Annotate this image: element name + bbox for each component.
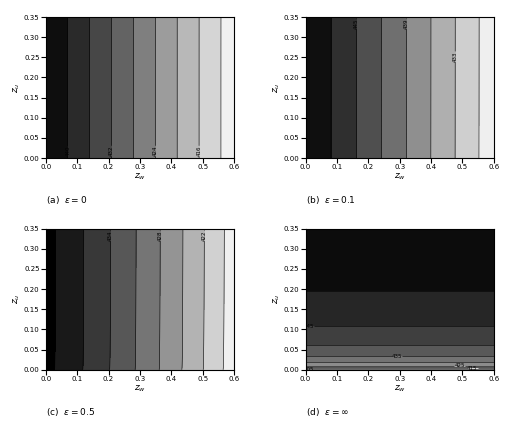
- Text: 445: 445: [354, 18, 359, 29]
- Text: 425: 425: [455, 363, 465, 368]
- Y-axis label: $z_u$: $z_u$: [12, 82, 22, 93]
- Y-axis label: $z_u$: $z_u$: [272, 294, 282, 304]
- Text: 440: 440: [53, 230, 58, 241]
- Text: (c)  $\epsilon = 0.5$: (c) $\epsilon = 0.5$: [46, 406, 95, 418]
- Text: 415: 415: [467, 366, 477, 371]
- X-axis label: $z_w$: $z_w$: [393, 383, 406, 394]
- Text: 439: 439: [404, 18, 409, 29]
- Text: (a)  $\epsilon = 0$: (a) $\epsilon = 0$: [46, 194, 87, 206]
- Text: (b)  $\epsilon = 0.1$: (b) $\epsilon = 0.1$: [305, 194, 355, 206]
- Text: 434: 434: [108, 230, 113, 241]
- Y-axis label: $z_u$: $z_u$: [272, 82, 282, 93]
- Text: 405: 405: [303, 367, 314, 372]
- Text: 432: 432: [109, 146, 114, 156]
- X-axis label: $z_w$: $z_w$: [134, 383, 146, 394]
- Text: 422: 422: [202, 230, 207, 241]
- Text: 433: 433: [453, 51, 458, 62]
- Y-axis label: $z_u$: $z_u$: [12, 294, 22, 304]
- Text: 416: 416: [196, 146, 202, 156]
- Text: 435: 435: [391, 354, 402, 359]
- X-axis label: $z_w$: $z_w$: [393, 172, 406, 182]
- X-axis label: $z_w$: $z_w$: [134, 172, 146, 182]
- Text: 428: 428: [158, 230, 163, 241]
- Text: 424: 424: [153, 146, 158, 156]
- Text: 440: 440: [65, 146, 70, 156]
- Text: 445: 445: [303, 323, 314, 329]
- Text: (d)  $\epsilon = \infty$: (d) $\epsilon = \infty$: [305, 406, 349, 418]
